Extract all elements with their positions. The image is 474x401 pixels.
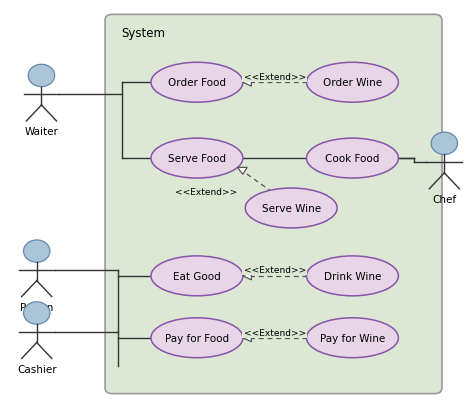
Text: Waiter: Waiter	[25, 127, 58, 137]
Text: Eat Good: Eat Good	[173, 271, 221, 281]
Text: Serve Food: Serve Food	[168, 154, 226, 164]
FancyBboxPatch shape	[105, 15, 442, 394]
Ellipse shape	[307, 63, 398, 103]
Text: Pay for Wine: Pay for Wine	[320, 333, 385, 343]
Polygon shape	[243, 272, 251, 280]
Text: Cook Food: Cook Food	[325, 154, 380, 164]
Text: <<Extend>>: <<Extend>>	[244, 328, 306, 337]
Polygon shape	[237, 168, 247, 175]
Text: Cashier: Cashier	[17, 364, 56, 374]
Text: Serve Wine: Serve Wine	[262, 203, 321, 213]
Ellipse shape	[245, 188, 337, 229]
Text: Drink Wine: Drink Wine	[324, 271, 381, 281]
Polygon shape	[243, 79, 251, 87]
Ellipse shape	[307, 139, 398, 178]
Ellipse shape	[151, 139, 243, 178]
Circle shape	[24, 240, 50, 263]
Text: <<Extend>>: <<Extend>>	[244, 73, 306, 81]
Text: Chef: Chef	[432, 194, 456, 205]
Ellipse shape	[151, 63, 243, 103]
Ellipse shape	[151, 256, 243, 296]
Text: <<Extend>>: <<Extend>>	[175, 187, 237, 196]
Polygon shape	[243, 334, 251, 342]
Text: Patron: Patron	[20, 302, 54, 312]
Ellipse shape	[307, 256, 398, 296]
Ellipse shape	[151, 318, 243, 358]
Circle shape	[431, 133, 457, 155]
Text: Order Food: Order Food	[168, 78, 226, 88]
Circle shape	[24, 302, 50, 324]
Text: Pay for Food: Pay for Food	[165, 333, 229, 343]
Circle shape	[28, 65, 55, 87]
Ellipse shape	[307, 318, 398, 358]
Text: <<Extend>>: <<Extend>>	[244, 266, 306, 275]
Text: Order Wine: Order Wine	[323, 78, 382, 88]
Text: System: System	[121, 27, 165, 40]
